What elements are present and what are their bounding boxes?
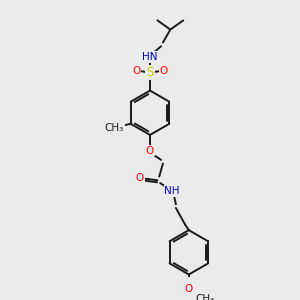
Text: S: S [146, 66, 154, 79]
Text: O: O [146, 146, 154, 156]
Text: CH₃: CH₃ [104, 123, 124, 133]
Text: O: O [136, 173, 144, 183]
Text: O: O [185, 284, 193, 294]
Text: NH: NH [164, 186, 180, 196]
Text: O: O [160, 66, 168, 76]
Text: CH₃: CH₃ [196, 293, 215, 300]
Text: HN: HN [142, 52, 158, 62]
Text: O: O [132, 66, 140, 76]
